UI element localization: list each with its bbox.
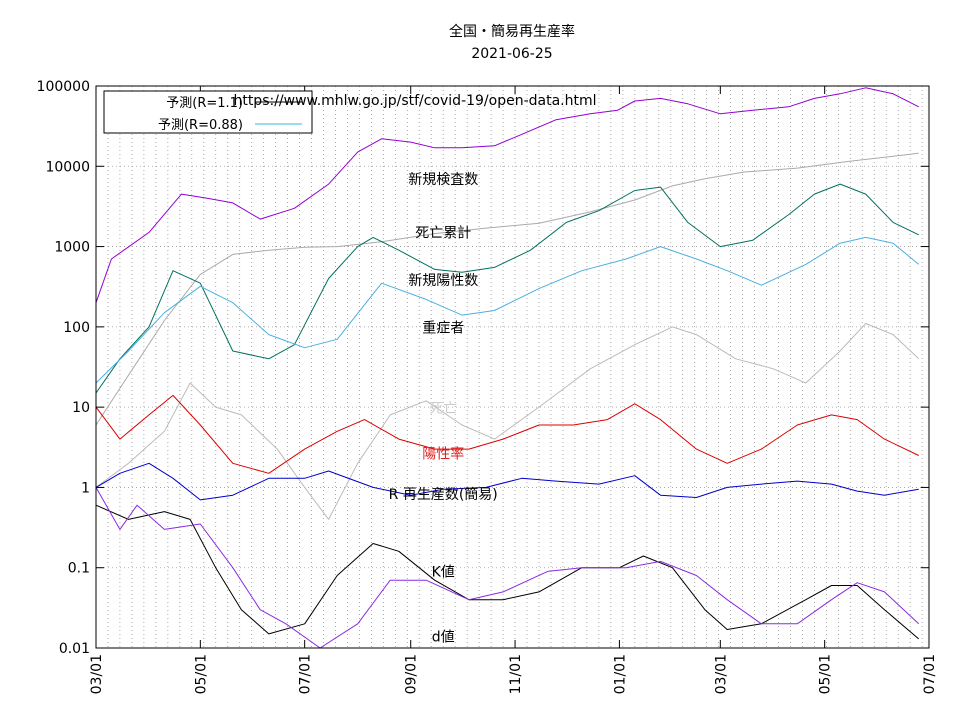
series-line-5 — [95, 394, 919, 474]
series-line-6 — [95, 462, 919, 501]
series-line-0 — [95, 87, 919, 303]
series-line-3 — [95, 236, 920, 384]
tick-layer: 0.01 0.1 1 10 100 1000 10000 100000 03/01 05/01 07… — [37, 79, 938, 694]
x-tick-label: 07/01 — [298, 654, 314, 694]
plot-frame — [95, 85, 930, 649]
annotation-label-7: K値 — [432, 564, 455, 580]
annotation-label-0: 新規検査数 — [408, 172, 478, 188]
x-tick-label: 05/01 — [818, 654, 834, 694]
x-tick-label: 07/01 — [922, 654, 938, 694]
annotation-label-6: R 再生産数(簡易) — [389, 487, 498, 503]
series-line-1 — [95, 152, 919, 426]
y-tick-label: 0.1 — [68, 561, 90, 577]
y-tick-label: 0.01 — [59, 641, 90, 657]
x-tick-label: 05/01 — [193, 654, 209, 694]
x-tick-label: 09/01 — [404, 654, 420, 694]
y-tick-label: 1 — [81, 480, 90, 496]
chart-subtitle: 2021-06-25 — [471, 46, 552, 62]
series-line-4 — [95, 323, 920, 520]
series-line-7 — [95, 504, 920, 640]
legend-label-0: 予測(R=1.1) — [166, 96, 243, 111]
y-tick-label: 100000 — [37, 79, 90, 95]
y-tick-label: 1000 — [54, 240, 90, 256]
annotation-label-1: 死亡累計 — [415, 225, 471, 241]
legend-box — [103, 90, 313, 134]
y-tick-label: 10 — [72, 400, 90, 416]
series-line-8 — [95, 487, 920, 649]
chart-title: 全国・簡易再生産率 — [449, 23, 575, 40]
grid-layer — [96, 85, 929, 649]
annotation-label-8: d値 — [432, 630, 455, 646]
series-layer — [95, 87, 920, 649]
x-tick-label: 01/01 — [612, 654, 628, 694]
x-tick-label: 11/01 — [508, 654, 524, 694]
y-tick-label: 100 — [63, 320, 90, 336]
source-url: https://www.mhlw.go.jp/stf/covid-19/open… — [233, 93, 596, 109]
legend-label-1: 予測(R=0.88) — [158, 118, 243, 133]
annotation-label-4: 死亡 — [429, 401, 457, 417]
annotation-label-3: 重症者 — [422, 321, 464, 337]
x-tick-label: 03/01 — [713, 654, 729, 694]
x-tick-label: 03/01 — [89, 654, 105, 694]
legend: 予測(R=1.1) 予測(R=0.88) — [103, 90, 313, 134]
annotation-label-2: 新規陽性数 — [408, 273, 478, 289]
annotation-label-5: 陽性率 — [422, 445, 464, 462]
y-tick-label: 10000 — [45, 159, 90, 175]
series-line-2 — [95, 183, 919, 394]
